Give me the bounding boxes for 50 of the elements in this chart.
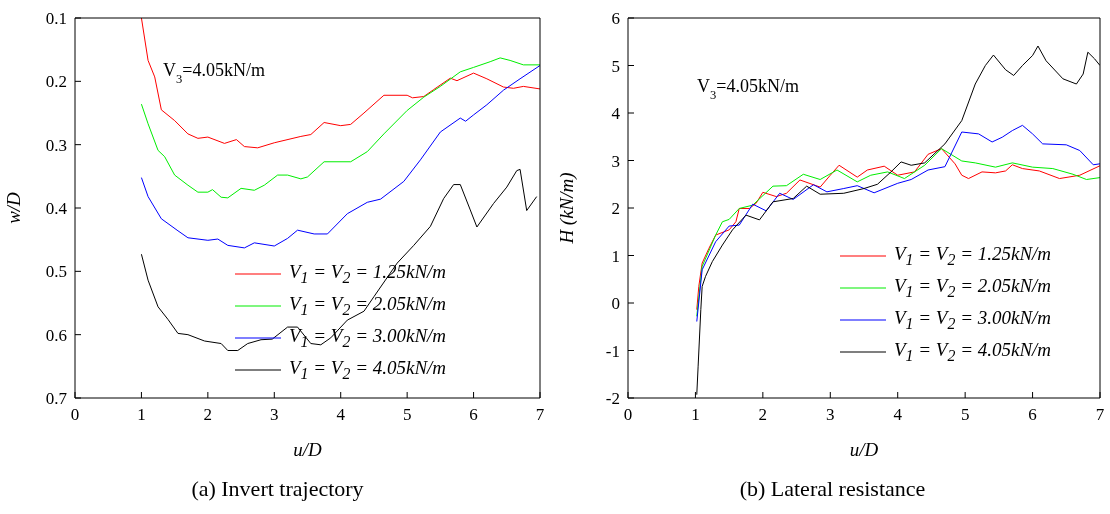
line-series [140,65,540,249]
y-tick-label: -2 [605,389,620,409]
y-tick-label: 0.4 [45,199,68,219]
y-tick-label: 4 [611,104,621,124]
x-tick-label: 2 [203,405,213,425]
x-tick-label: 4 [336,405,346,425]
text: (a) Invert trajectory [190,476,365,502]
x-tick-label: 3 [270,405,279,425]
x-tick-label: 3 [826,405,835,425]
y-tick-label: 0.5 [45,262,67,282]
y-tick-label: 0.7 [45,389,68,409]
legend-label: V$_{1}$ = V$_{2}$ = 1.25kN/m [289,261,447,287]
y-tick-label: 0.2 [45,72,67,92]
legend-label: V$_{1}$ = V$_{2}$ = 2.05kN/m [289,293,447,319]
x-tick-label: 5 [960,405,970,425]
legend-label: V$_{1}$ = V$_{2}$ = 3.00kN/m [894,307,1052,333]
legend-label: V$_{1}$ = V$_{2}$ = 4.05kN/m [894,339,1052,365]
y-tick-label: 2 [611,199,620,219]
y-tick-label: 0.6 [45,325,67,345]
y-tick-label: 6 [611,9,620,29]
x-tick-label: 6 [1028,405,1037,425]
x-tick-label: 7 [535,405,545,425]
legend-label: V$_{1}$ = V$_{2}$ = 4.05kN/m [289,357,447,383]
x-axis-title: u/D [293,439,323,460]
y-tick-label: 3 [611,151,620,171]
x-tick-label: 6 [469,405,478,425]
x-tick-label: 5 [402,405,412,425]
annotation: V$_{3}$=4.05kN/m [163,60,265,86]
legend-label: V$_{1}$ = V$_{2}$ = 1.25kN/m [894,243,1052,269]
legend-label: V$_{1}$ = V$_{2}$ = 2.05kN/m [894,275,1052,301]
x-tick-label: 1 [137,405,146,425]
line-series [140,57,540,199]
y-tick-label: 5 [611,56,620,76]
x-tick-label: 7 [1095,405,1105,425]
x-axis-title: u/D [849,439,879,460]
line-series [140,168,538,351]
y-tick-label: 0.3 [45,135,67,155]
y-tick-label: 0 [611,294,620,314]
x-tick-label: 2 [758,405,768,425]
y-axis-title: H (kN/m) [555,172,578,245]
y-axis-title: w/D [2,191,24,224]
annotation: V$_{3}$=4.05kN/m [697,76,799,102]
x-tick-label: 4 [893,405,903,425]
line-series [140,18,540,149]
y-tick-label: -1 [605,341,620,361]
y-tick-label: 1 [611,246,620,266]
x-tick-label: 1 [691,405,700,425]
legend-label: V$_{1}$ = V$_{2}$ = 3.00kN/m [289,325,447,351]
y-tick-label: 0.1 [45,9,67,29]
text: (b) Lateral resistance [738,476,927,502]
